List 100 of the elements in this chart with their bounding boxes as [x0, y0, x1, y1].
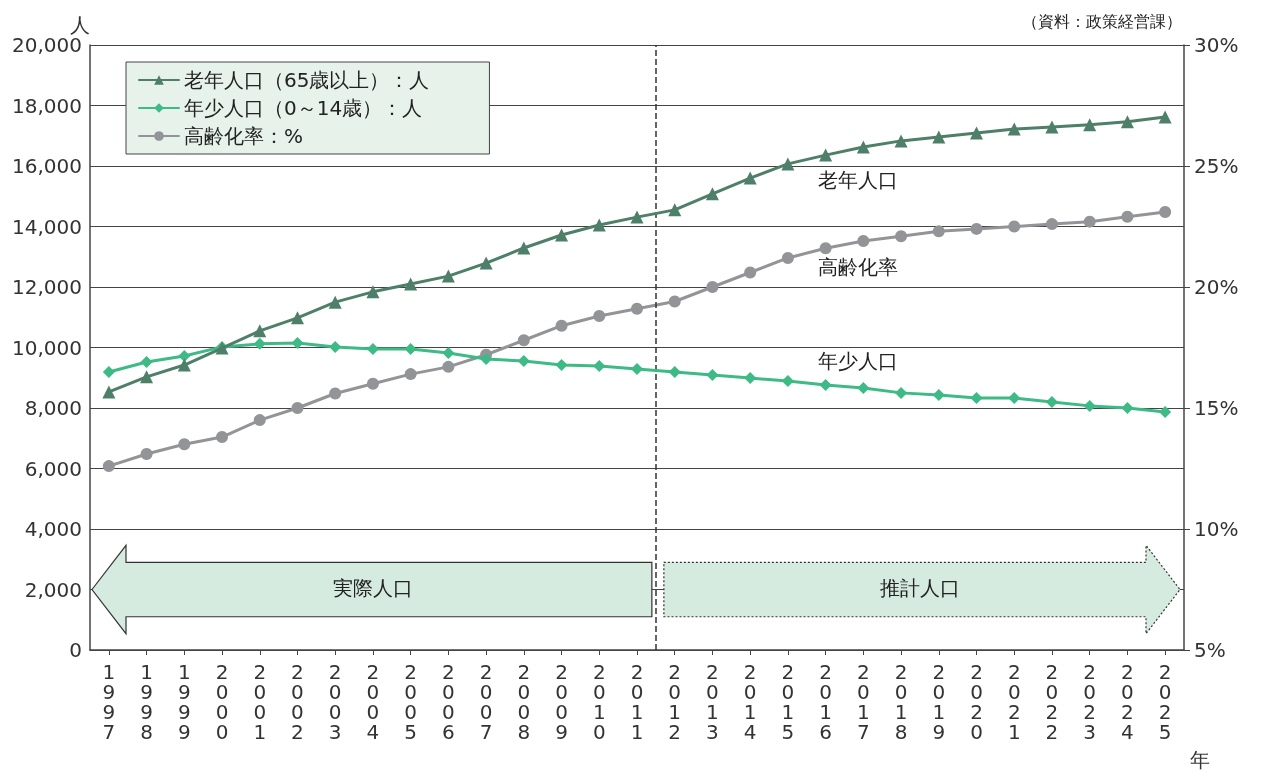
x-tick-label: 2 0 0 8 [517, 660, 531, 744]
x-tick-label: 2 0 2 2 [1045, 660, 1059, 744]
point [744, 266, 757, 279]
y2-tick-label: 10% [1194, 517, 1239, 541]
point [781, 251, 794, 264]
point [441, 269, 455, 283]
point [668, 203, 682, 217]
point [1121, 210, 1134, 223]
point [856, 140, 870, 154]
point [1083, 118, 1097, 132]
point [1045, 395, 1058, 408]
point [253, 337, 266, 350]
point [328, 295, 342, 309]
legend-label: 年少人口（0～14歳）：人 [184, 96, 423, 120]
point [932, 225, 945, 238]
point [366, 285, 380, 299]
point [1045, 218, 1058, 231]
x-tick-label: 2 0 1 6 [819, 660, 832, 744]
y2-tick-label: 15% [1194, 396, 1239, 420]
text: （資料：政策経営課） [1022, 11, 1182, 31]
x-tick-label: 2 0 0 4 [366, 660, 380, 744]
x-tick-label: 2 0 2 3 [1083, 660, 1097, 744]
y2-tick-label: 20% [1194, 275, 1239, 299]
x-tick-label: 2 0 0 5 [404, 660, 418, 744]
y-tick-label: 0 [69, 638, 82, 662]
point [102, 460, 115, 473]
x-tick-label: 2 0 1 8 [894, 660, 908, 744]
point [140, 356, 153, 369]
point [895, 230, 908, 243]
point [706, 369, 719, 382]
x-tick-label: 2 0 1 3 [706, 660, 719, 744]
point [442, 360, 455, 373]
y-tick-label: 14,000 [12, 214, 82, 239]
x-tick-label: 1 9 9 7 [102, 660, 116, 744]
y2-tick-label: 25% [1194, 154, 1239, 178]
point [178, 438, 191, 451]
point [1083, 215, 1096, 228]
x-tick-label: 2 0 0 7 [479, 660, 493, 744]
point [819, 379, 832, 392]
y-axis-title: 人 [70, 13, 90, 37]
point [894, 134, 908, 148]
point [517, 241, 531, 255]
annotation: 推計人口 [879, 576, 960, 600]
point [253, 324, 267, 338]
point [1008, 220, 1021, 233]
x-tick-label: 2 0 1 1 [630, 660, 644, 744]
point [819, 242, 832, 255]
annotation: 老年人口 [817, 167, 898, 192]
y-tick-label: 6,000 [24, 456, 82, 481]
point [253, 414, 266, 427]
legend-label: 老年人口（65歳以上）：人 [184, 68, 430, 92]
x-tick-label: 2 0 0 0 [215, 660, 229, 744]
point [668, 295, 681, 308]
point [857, 382, 870, 395]
point [555, 319, 568, 332]
point [329, 387, 342, 400]
point [970, 126, 984, 140]
point [932, 130, 946, 144]
x-tick-label: 2 0 0 9 [555, 660, 568, 744]
legend-label: 高齢化率：% [184, 124, 304, 148]
annotation: 実際人口 [332, 576, 413, 600]
point [479, 256, 493, 270]
point [1159, 405, 1172, 418]
x-tick-label: 2 0 2 4 [1121, 660, 1134, 744]
x-tick-label: 2 0 2 0 [970, 660, 983, 744]
y-tick-label: 10,000 [12, 335, 82, 360]
x-tick-label: 2 0 1 4 [743, 660, 757, 744]
point [592, 218, 606, 232]
x-tick-label: 2 0 1 2 [668, 660, 682, 744]
y2-tick-label: 30% [1194, 33, 1239, 57]
point [1120, 115, 1134, 129]
point [1008, 392, 1021, 405]
point [631, 302, 643, 315]
point [781, 157, 795, 171]
point [668, 366, 681, 378]
x-tick-label: 1 9 9 9 [177, 660, 191, 744]
point [1007, 122, 1021, 136]
x-tick-label: 2 0 0 3 [328, 660, 342, 744]
point [102, 385, 116, 399]
point [555, 228, 569, 242]
point [404, 368, 417, 381]
y-tick-label: 12,000 [12, 275, 82, 299]
y-tick-label: 16,000 [12, 154, 82, 178]
point [631, 362, 643, 375]
point [857, 235, 870, 248]
x-tick-label: 2 0 1 7 [856, 660, 870, 744]
x-tick-label: 2 0 2 1 [1007, 660, 1021, 744]
y-tick-label: 2,000 [24, 577, 82, 602]
point [517, 334, 530, 347]
x-tick-label: 2 0 1 5 [781, 660, 795, 744]
point [366, 377, 379, 390]
point [177, 358, 191, 372]
y-tick-label: 18,000 [12, 93, 82, 118]
point [102, 366, 115, 378]
point [630, 210, 644, 224]
point [291, 402, 304, 414]
y-tick-label: 8,000 [24, 396, 82, 420]
point [290, 311, 304, 325]
point [404, 343, 417, 356]
annotation: 高齢化率 [817, 255, 898, 280]
